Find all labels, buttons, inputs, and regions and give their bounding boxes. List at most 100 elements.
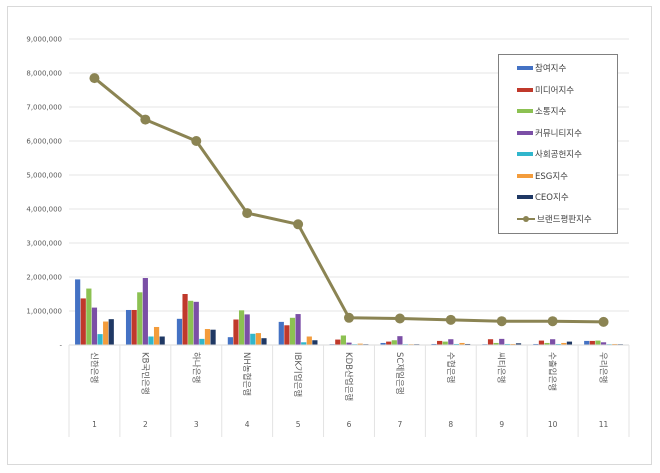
y-tick-label: 4,000,000 <box>26 206 62 214</box>
bar <box>91 307 98 345</box>
bar <box>510 343 516 345</box>
bar <box>176 318 183 345</box>
bar <box>380 342 386 345</box>
bar <box>210 329 216 345</box>
line-marker-icon <box>517 215 535 222</box>
color-swatch-icon <box>517 195 533 199</box>
x-rank-label: 9 <box>499 420 504 429</box>
bar <box>306 336 312 345</box>
bar <box>250 333 256 345</box>
color-swatch-icon <box>517 152 533 156</box>
y-tick-label: 9,000,000 <box>26 36 62 44</box>
bar <box>357 343 363 345</box>
color-swatch-icon <box>517 130 533 135</box>
bar <box>493 342 499 345</box>
bar <box>437 340 443 345</box>
bar <box>515 343 522 345</box>
line-marker <box>496 316 507 327</box>
bar <box>442 341 448 345</box>
color-swatch-icon <box>517 109 533 113</box>
line-marker <box>344 312 354 323</box>
bar <box>335 339 341 345</box>
x-rank-label: 4 <box>245 420 250 429</box>
x-rank-label: 7 <box>398 420 403 429</box>
bar <box>391 340 397 345</box>
bar <box>142 278 148 345</box>
bar <box>238 310 245 345</box>
legend-item: 사회공헌지수 <box>517 147 582 161</box>
bar <box>199 338 205 345</box>
line-marker <box>191 136 202 146</box>
bar <box>312 340 318 345</box>
legend-item: 소통지수 <box>517 104 566 118</box>
legend-label: ESG지수 <box>535 171 568 182</box>
bar <box>255 333 261 345</box>
legend-label: 참여지수 <box>535 64 567 74</box>
bar <box>453 343 460 345</box>
y-axis-labels: - 1,000,000 2,000,000 3,000,000 4,000,000 5,0… <box>26 36 62 350</box>
legend-item: 커뮤니티지수 <box>517 126 582 140</box>
brand-index-line <box>89 73 609 327</box>
bar <box>533 343 539 345</box>
bar <box>555 343 561 345</box>
x-category-label: 우리은행 <box>598 352 609 383</box>
legend-item: 참여지수 <box>517 61 566 75</box>
bar <box>589 340 595 345</box>
bar <box>204 329 211 345</box>
x-category-label: NH농협은행 <box>241 352 252 396</box>
bar <box>284 325 290 345</box>
x-category-label: IBK기업은행 <box>292 352 303 397</box>
bar <box>346 342 352 345</box>
x-rank-label: 10 <box>548 420 558 429</box>
line-marker <box>547 316 558 327</box>
y-tick-label: 5,000,000 <box>26 172 62 180</box>
x-rank-label: 6 <box>347 420 352 429</box>
x-rank-label: 3 <box>194 420 199 429</box>
bar <box>465 343 471 345</box>
x-category-label: KDB산업은행 <box>343 352 354 401</box>
x-category-label: 씨티은행 <box>496 352 507 383</box>
x-category-label: KB국민은행 <box>139 352 150 395</box>
bar <box>566 341 573 345</box>
y-tick-label: 7,000,000 <box>26 104 62 112</box>
bar <box>561 342 567 345</box>
legend-label: 브랜드평판지수 <box>537 214 592 225</box>
x-category-label: 하나은행 <box>190 352 201 383</box>
x-category-label: SC제일은행 <box>394 352 405 395</box>
color-swatch-icon <box>517 173 533 178</box>
bar <box>244 314 250 345</box>
x-category-label: 수협은행 <box>445 352 456 383</box>
bar-series <box>75 278 623 345</box>
x-category-label: 신한은행 <box>88 352 99 383</box>
x-rank-label: 11 <box>599 420 609 429</box>
legend-label: CEO지수 <box>535 193 569 203</box>
x-rank-label: 2 <box>143 420 148 429</box>
bar <box>504 343 510 345</box>
bar <box>397 336 403 345</box>
x-axis-labels: 신한은행 1 KB국민은행 2 하나은행 3 NH농협은행 4 IBK기업은행 5 KDB산업은행 6… <box>68 344 630 437</box>
bar <box>233 319 239 345</box>
bar <box>80 298 86 345</box>
bar <box>193 301 199 345</box>
line-marker <box>445 314 456 325</box>
legend-label: 미디어지수 <box>535 85 575 96</box>
bar <box>137 292 143 345</box>
legend-item: 브랜드평판지수 <box>517 212 592 226</box>
legend-item: 미디어지수 <box>517 83 574 97</box>
bar <box>584 340 590 345</box>
line-marker <box>293 219 304 230</box>
bar <box>159 336 165 345</box>
x-category-label: 수출입은행 <box>547 352 558 391</box>
line-marker <box>242 208 253 219</box>
bar <box>289 317 296 345</box>
bar <box>97 334 103 345</box>
bar <box>188 300 194 345</box>
bar <box>431 343 437 345</box>
bar <box>600 342 607 345</box>
y-tick-label: 6,000,000 <box>26 138 62 146</box>
bar <box>148 336 154 345</box>
bar <box>499 338 505 345</box>
bar <box>612 343 618 345</box>
y-tick-label: 8,000,000 <box>26 70 62 78</box>
